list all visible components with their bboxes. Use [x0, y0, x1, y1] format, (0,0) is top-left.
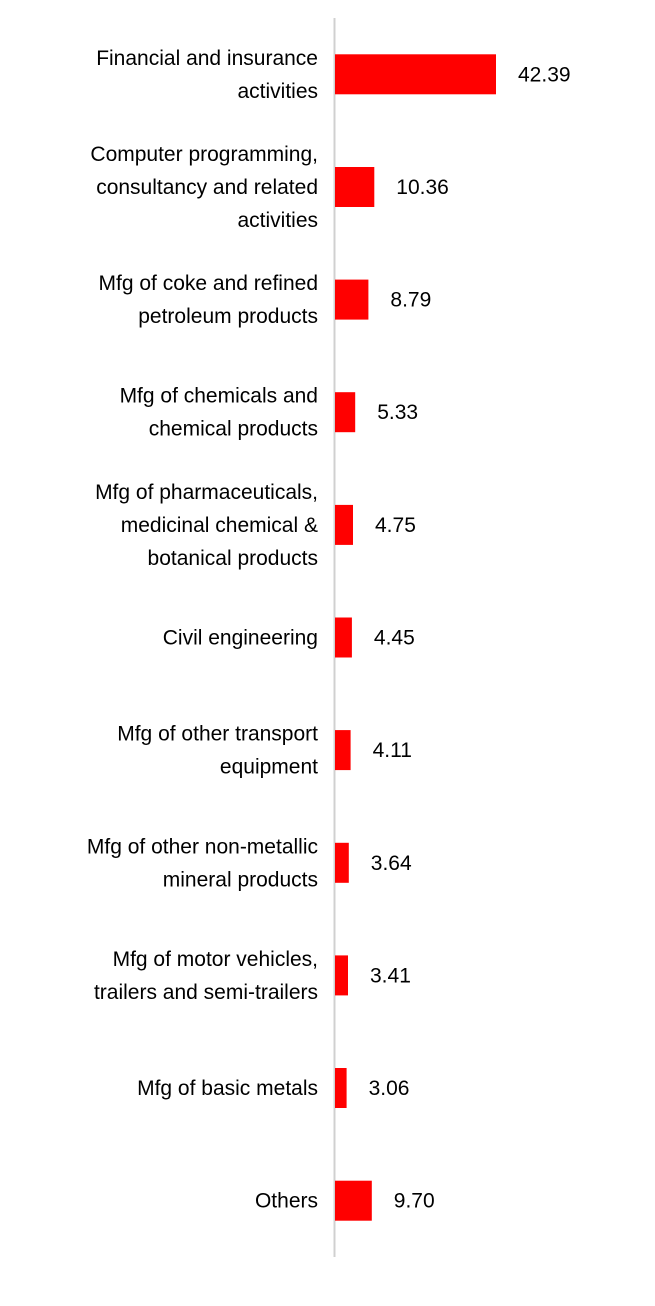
- category-label-line: Financial and insurance: [96, 47, 318, 70]
- bar-group: 3.64 Mfg of other non-metallic mineral pro…: [87, 835, 412, 891]
- bar: [335, 279, 369, 320]
- category-label-line: consultancy and related: [96, 176, 318, 199]
- bar-group: 3.41 Mfg of motor vehicles, trailers and s…: [94, 948, 411, 1004]
- bar-group: 10.36 Computer programming, consultancy an…: [90, 143, 448, 232]
- category-label-line: chemical products: [149, 418, 318, 441]
- bar-group: 5.33 Mfg of chemicals and chemical product…: [120, 385, 419, 441]
- bar: [335, 1068, 347, 1108]
- bar-group: 42.39 Financial and insurance activities: [96, 47, 570, 103]
- value-label: 3.41: [370, 964, 411, 987]
- value-label: 3.64: [371, 852, 412, 875]
- bar: [335, 504, 353, 545]
- bar-group: 9.70 Others: [255, 1180, 435, 1221]
- value-label: 4.75: [375, 514, 416, 537]
- category-label-line: petroleum products: [138, 305, 318, 328]
- category-label-line: activities: [237, 80, 318, 103]
- bar-group: 8.79 Mfg of coke and refined petroleum pro…: [99, 272, 432, 328]
- category-label-line: Mfg of motor vehicles,: [113, 948, 318, 971]
- bar: [335, 167, 375, 207]
- bar-group: 4.11 Mfg of other transport equipment: [117, 723, 412, 779]
- category-label-line: equipment: [220, 756, 318, 779]
- category-label-line: Civil engineering: [163, 627, 318, 650]
- value-label: 8.79: [390, 289, 431, 312]
- value-label: 4.45: [374, 627, 415, 650]
- value-label: 9.70: [394, 1190, 435, 1213]
- category-label-line: trailers and semi-trailers: [94, 981, 318, 1004]
- bar-group: 4.75 Mfg of pharmaceuticals, medicinal che…: [95, 481, 416, 570]
- value-label: 5.33: [377, 401, 418, 424]
- bar: [335, 955, 348, 996]
- category-label-line: Computer programming,: [90, 143, 318, 166]
- bar-group: 4.45 Civil engineering: [163, 617, 415, 658]
- category-label-line: Mfg of basic metals: [137, 1077, 318, 1100]
- category-label-line: Mfg of pharmaceuticals,: [95, 481, 318, 504]
- category-label-line: botanical products: [148, 547, 318, 570]
- bar: [335, 54, 496, 95]
- value-label: 10.36: [396, 176, 449, 199]
- category-label-line: Mfg of chemicals and: [120, 385, 318, 408]
- category-label-line: medicinal chemical &: [121, 514, 318, 537]
- category-label-line: Others: [255, 1190, 318, 1213]
- category-label-line: activities: [237, 209, 318, 232]
- value-label: 42.39: [518, 63, 571, 86]
- category-label-line: mineral products: [163, 868, 318, 891]
- category-label-line: Mfg of coke and refined: [99, 272, 318, 295]
- bar: [335, 730, 351, 771]
- bar: [335, 617, 352, 658]
- category-label-line: Mfg of other non-metallic: [87, 835, 318, 858]
- category-label-line: Mfg of other transport: [117, 723, 318, 746]
- value-label: 4.11: [373, 739, 412, 762]
- bar-group: 3.06 Mfg of basic metals: [137, 1068, 409, 1108]
- bar: [335, 842, 349, 883]
- bar: [335, 392, 356, 433]
- bar: [335, 1180, 372, 1221]
- value-label: 3.06: [369, 1077, 410, 1100]
